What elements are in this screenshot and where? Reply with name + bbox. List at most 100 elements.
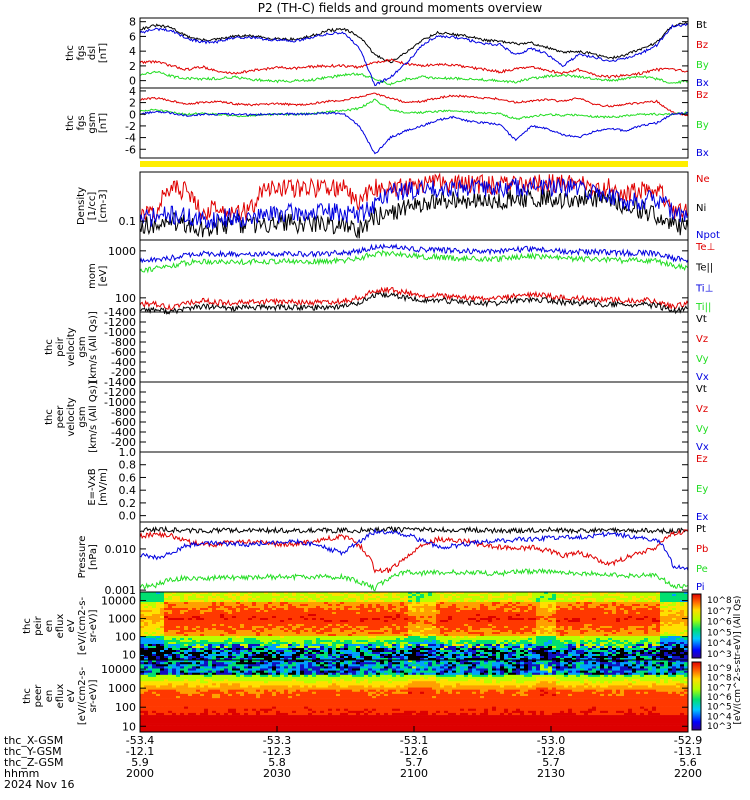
hhmm-value: 2130 bbox=[537, 767, 565, 780]
legend-Bz: Bz bbox=[696, 90, 708, 101]
temperature-series-Te⊥ bbox=[139, 286, 689, 312]
pressure-frame bbox=[139, 521, 689, 593]
svg-text:thc: thc bbox=[44, 409, 55, 425]
density-series-Ne bbox=[139, 172, 689, 222]
legend-By: By bbox=[696, 120, 709, 131]
fgs_gsm-yticks: 420-2-4-6 bbox=[125, 85, 688, 156]
peer_spectrogram-colorbar-tick: 10^9 bbox=[707, 664, 732, 674]
temperature-series-Ti⊥ bbox=[139, 243, 689, 264]
peer_spectrogram-cells bbox=[140, 660, 689, 733]
pressure-series-Pe bbox=[139, 567, 689, 592]
legend-Te||: Te|| bbox=[695, 263, 713, 274]
svg-text:E=-VxB: E=-VxB bbox=[87, 468, 98, 505]
fgs_gsm-series-Bz bbox=[139, 92, 689, 117]
fgs_dsl-ytick-label: 8 bbox=[129, 16, 136, 29]
svg-text:[mV/m]: [mV/m] bbox=[98, 468, 109, 506]
hhmm-value: 2030 bbox=[263, 767, 291, 780]
time-axis-row-label: thc_X-GSM bbox=[4, 734, 63, 747]
peir_velocity-ytick-label: -1200 bbox=[104, 316, 136, 329]
x-gsm-value: -52.9 bbox=[674, 734, 702, 747]
svg-text:[1/cc]: [1/cc] bbox=[87, 192, 98, 221]
fgs_dsl-yticks: 86 4 2 0 bbox=[129, 16, 688, 88]
peer_spectrogram-yticks: 10000 1000 100 10 bbox=[101, 663, 688, 733]
density-ylabel: Density [1/cc] [cm-3] bbox=[76, 187, 109, 225]
pressure-yticks: 0.010 0.001 bbox=[105, 543, 688, 597]
efield-legend: Ez Ey Ex bbox=[696, 454, 708, 523]
panel-temperature: 1000 100 mom [eV] Te⊥ Te|| Ti⊥ Ti|| bbox=[87, 239, 715, 315]
peir_velocity-ytick-label: 0 bbox=[129, 376, 136, 389]
y-gsm-value: -12.6 bbox=[400, 745, 428, 758]
svg-text:Density: Density bbox=[76, 187, 87, 225]
fgs_dsl-series-Bx bbox=[139, 23, 689, 87]
svg-text:gsm: gsm bbox=[77, 336, 88, 357]
peer_spectrogram-ylabel: thc peer en eflux eV [eV/(cm2-s-sr-eV)] bbox=[22, 667, 99, 726]
fgs_dsl-legend: Bt Bz By Bx bbox=[696, 20, 709, 89]
legend-Ni: Ni bbox=[696, 203, 706, 214]
temperature-series-Te|| bbox=[139, 291, 689, 315]
peir_spectrogram-ytick-label: 100 bbox=[115, 631, 136, 644]
temperature-series-Ti|| bbox=[139, 249, 689, 274]
y-gsm-value: -12.3 bbox=[263, 745, 291, 758]
panel-peir_spectrogram: 10000 1000 100 10 thc peir en eflux eV [eV/(cm2-s… bbox=[22, 591, 732, 662]
efield-frame bbox=[139, 451, 689, 523]
svg-text:[km/s (All Qs)]: [km/s (All Qs)] bbox=[88, 311, 99, 383]
peer_spectrogram-colorbar: 10^910^810^710^610^510^410^3 bbox=[691, 661, 732, 732]
time-axis-row-label: thc_Z-GSM bbox=[4, 756, 64, 769]
plot-title: P2 (TH-C) fields and ground moments over… bbox=[258, 1, 543, 15]
fgs_gsm-series-By bbox=[139, 98, 689, 121]
fgs_gsm-ytick-label: -6 bbox=[125, 143, 136, 156]
fgs_gsm-ytick-label: 2 bbox=[129, 97, 136, 110]
efield-ytick-label: 0.0 bbox=[119, 510, 137, 523]
svg-text:thc: thc bbox=[22, 618, 33, 634]
peir_spectrogram-colorbar-gradient bbox=[691, 593, 702, 659]
legend-Vy: Vy bbox=[696, 424, 709, 435]
peer_spectrogram-ytick-label: 10000 bbox=[101, 663, 136, 676]
svg-text:thc: thc bbox=[65, 115, 76, 131]
status-bar bbox=[140, 161, 688, 167]
svg-text:gsm: gsm bbox=[77, 406, 88, 427]
peer_spectrogram-colorbar-tick: 10^8 bbox=[707, 674, 732, 684]
efield-ylabel: E=-VxB [mV/m] bbox=[87, 468, 109, 506]
peer_spectrogram-colorbar-tick: 10^6 bbox=[707, 693, 732, 703]
peir_spectrogram-colorbar: 10^810^710^610^510^410^3 bbox=[691, 593, 732, 660]
peir_velocity-ytick-label: -400 bbox=[111, 356, 136, 369]
temperature-legend: Te⊥ Te|| Ti⊥ Ti|| bbox=[695, 242, 715, 313]
peir_velocity-legend: Vt Vz Vy Vx bbox=[696, 314, 709, 383]
svg-text:[nPa]: [nPa] bbox=[88, 544, 99, 570]
peer_spectrogram-colorbar-tick: 10^7 bbox=[707, 683, 732, 693]
peer_spectrogram-ytick-label: 1000 bbox=[108, 682, 136, 695]
time-axis-row-label: 2024 Nov 16 bbox=[4, 778, 74, 791]
peir_velocity-yticks: 0-200-400-600-800-1000-1200-1400 bbox=[104, 306, 688, 389]
legend-Pt: Pt bbox=[696, 524, 706, 535]
peir_velocity-ytick-label: -1400 bbox=[104, 306, 136, 319]
efield-ytick-label: 0.4 bbox=[119, 484, 137, 497]
peir_spectrogram-colorbar-tick: 10^8 bbox=[707, 596, 732, 606]
y-gsm-value: -12.8 bbox=[537, 745, 565, 758]
peer_velocity-ylabel: thc peer velocity gsm [km/s (All Qs)] bbox=[44, 381, 99, 453]
peer_spectrogram-ytick-label: 10 bbox=[122, 720, 136, 733]
legend-Ey: Ey bbox=[696, 484, 708, 495]
legend-Ti||: Ti|| bbox=[695, 302, 711, 313]
temperature-yticks: 1000 100 bbox=[108, 245, 688, 305]
svg-text:thc: thc bbox=[44, 339, 55, 355]
peir_spectrogram-ylabel: thc peir en eflux eV [eV/(cm2-s-sr-eV)] bbox=[22, 597, 99, 656]
peir_spectrogram-colorbar-tick: 10^5 bbox=[707, 628, 732, 638]
svg-text:gsm: gsm bbox=[87, 112, 98, 133]
pressure-legend: Pt Pb Pe Pi bbox=[696, 524, 708, 593]
fgs_gsm-ytick-label: 4 bbox=[129, 85, 136, 98]
peer_velocity-yticks: -200-400-600-800-1000-1200-1400 bbox=[104, 376, 688, 449]
svg-text:velocity: velocity bbox=[66, 327, 77, 366]
peir_velocity-frame bbox=[139, 311, 689, 383]
legend-Ti⊥: Ti⊥ bbox=[695, 283, 713, 294]
time-axis-row-label: hhmm bbox=[4, 767, 39, 780]
efield-ytick-label: 1.0 bbox=[119, 446, 137, 459]
legend-Ez: Ez bbox=[696, 454, 708, 465]
fgs_dsl-ytick-label: 6 bbox=[129, 30, 136, 43]
efield-yticks: 1.00.80.60.40.20.0 bbox=[119, 446, 688, 523]
temperature-ytick-label: 1000 bbox=[108, 245, 136, 258]
legend-Vz: Vz bbox=[696, 404, 708, 415]
peir_velocity-ylabel: thc peir velocity gsm [km/s (All Qs)] bbox=[44, 311, 99, 383]
